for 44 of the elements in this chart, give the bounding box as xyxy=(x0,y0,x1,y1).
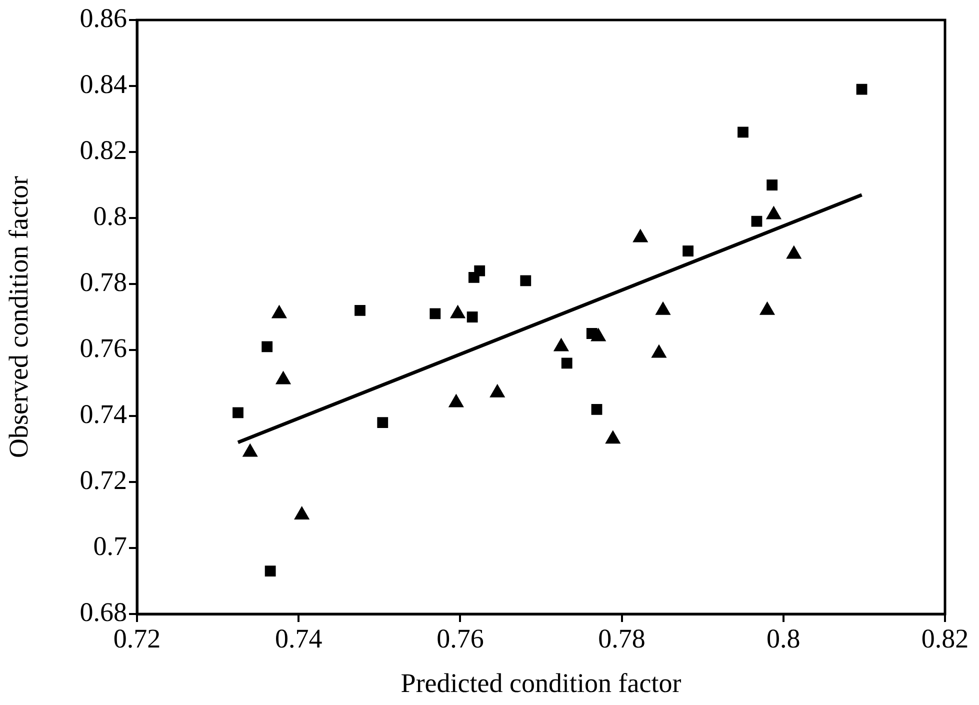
y-tick-label: 0.82 xyxy=(80,135,127,166)
x-tick-label: 0.76 xyxy=(436,623,484,654)
point xyxy=(591,404,602,415)
y-tick-label: 0.8 xyxy=(93,201,127,232)
point xyxy=(272,305,287,318)
point xyxy=(262,341,273,352)
point xyxy=(276,371,291,384)
point xyxy=(738,126,748,138)
point xyxy=(652,344,666,358)
x-tick-label: 0.78 xyxy=(598,623,646,654)
y-tick-label: 0.7 xyxy=(93,531,127,562)
y-axis-title: Observed condition factor xyxy=(3,176,34,458)
y-tick-label: 0.86 xyxy=(80,3,127,34)
point xyxy=(354,304,366,316)
point xyxy=(554,338,569,352)
point xyxy=(766,180,778,190)
point xyxy=(682,246,694,256)
point xyxy=(786,246,802,259)
point xyxy=(232,407,244,418)
x-tick-label: 0.82 xyxy=(921,623,969,654)
point xyxy=(656,302,670,315)
point xyxy=(856,84,868,95)
point xyxy=(520,275,532,286)
point xyxy=(430,308,441,320)
point xyxy=(294,506,310,520)
point xyxy=(760,302,775,315)
x-axis-title: Predicted condition factor xyxy=(400,668,682,698)
point xyxy=(450,305,466,318)
y-tick-label: 0.74 xyxy=(80,399,128,430)
y-tick-label: 0.76 xyxy=(80,333,127,364)
y-tick-label: 0.72 xyxy=(80,465,127,496)
y-tick-label: 0.84 xyxy=(80,69,128,100)
point xyxy=(474,265,486,276)
point xyxy=(751,216,762,227)
x-tick-label: 0.8 xyxy=(766,623,800,654)
y-tick-label: 0.78 xyxy=(80,267,127,298)
point xyxy=(448,394,464,408)
point xyxy=(561,358,572,369)
x-tick-label: 0.74 xyxy=(274,623,323,654)
point xyxy=(490,384,505,398)
point xyxy=(242,444,258,457)
point xyxy=(605,430,620,444)
point xyxy=(586,328,598,339)
point xyxy=(466,312,478,322)
